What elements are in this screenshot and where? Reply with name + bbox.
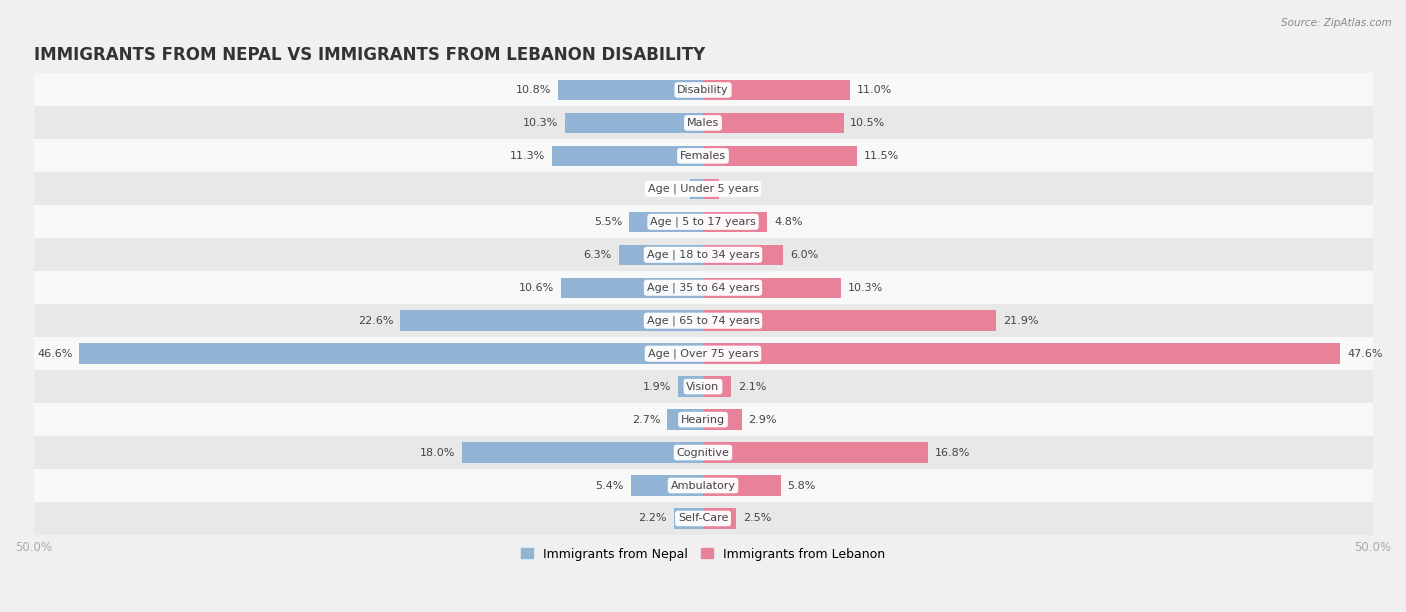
- Text: 2.9%: 2.9%: [748, 414, 778, 425]
- Text: Males: Males: [688, 118, 718, 128]
- Bar: [703, 179, 718, 199]
- Legend: Immigrants from Nepal, Immigrants from Lebanon: Immigrants from Nepal, Immigrants from L…: [516, 543, 890, 565]
- Bar: [34, 502, 1372, 535]
- Bar: [34, 469, 1372, 502]
- Text: 10.5%: 10.5%: [851, 118, 886, 128]
- Text: 10.3%: 10.3%: [848, 283, 883, 293]
- Text: 18.0%: 18.0%: [420, 447, 456, 458]
- Bar: [703, 277, 841, 298]
- Text: Hearing: Hearing: [681, 414, 725, 425]
- Bar: [703, 146, 858, 166]
- Bar: [619, 245, 703, 265]
- Bar: [34, 106, 1372, 140]
- Bar: [703, 80, 851, 100]
- Bar: [561, 277, 703, 298]
- Bar: [703, 409, 742, 430]
- Text: 5.5%: 5.5%: [595, 217, 623, 227]
- Bar: [703, 245, 783, 265]
- Bar: [34, 403, 1372, 436]
- Bar: [631, 476, 703, 496]
- Text: 1.9%: 1.9%: [643, 382, 671, 392]
- Text: Ambulatory: Ambulatory: [671, 480, 735, 490]
- Bar: [703, 113, 844, 133]
- Bar: [689, 179, 703, 199]
- Bar: [703, 376, 731, 397]
- Text: Source: ZipAtlas.com: Source: ZipAtlas.com: [1281, 18, 1392, 28]
- Text: 2.5%: 2.5%: [744, 513, 772, 523]
- Bar: [703, 508, 737, 529]
- Text: Age | 5 to 17 years: Age | 5 to 17 years: [650, 217, 756, 227]
- Text: Females: Females: [681, 151, 725, 161]
- Bar: [558, 80, 703, 100]
- Text: 11.0%: 11.0%: [858, 85, 893, 95]
- Text: 22.6%: 22.6%: [359, 316, 394, 326]
- Bar: [34, 238, 1372, 271]
- Bar: [703, 310, 997, 331]
- Text: 4.8%: 4.8%: [773, 217, 803, 227]
- Text: 2.1%: 2.1%: [738, 382, 766, 392]
- Text: 2.2%: 2.2%: [638, 513, 666, 523]
- Bar: [463, 442, 703, 463]
- Text: 16.8%: 16.8%: [935, 447, 970, 458]
- Bar: [666, 409, 703, 430]
- Bar: [34, 140, 1372, 173]
- Bar: [703, 442, 928, 463]
- Text: Age | Under 5 years: Age | Under 5 years: [648, 184, 758, 194]
- Bar: [551, 146, 703, 166]
- Text: IMMIGRANTS FROM NEPAL VS IMMIGRANTS FROM LEBANON DISABILITY: IMMIGRANTS FROM NEPAL VS IMMIGRANTS FROM…: [34, 46, 704, 64]
- Text: Vision: Vision: [686, 382, 720, 392]
- Bar: [34, 73, 1372, 106]
- Text: 10.6%: 10.6%: [519, 283, 554, 293]
- Bar: [34, 337, 1372, 370]
- Bar: [79, 343, 703, 364]
- Bar: [34, 206, 1372, 238]
- Bar: [630, 212, 703, 232]
- Text: 5.8%: 5.8%: [787, 480, 815, 490]
- Bar: [703, 476, 780, 496]
- Bar: [34, 370, 1372, 403]
- Text: 11.3%: 11.3%: [510, 151, 546, 161]
- Bar: [34, 436, 1372, 469]
- Text: 2.7%: 2.7%: [631, 414, 661, 425]
- Text: 21.9%: 21.9%: [1002, 316, 1039, 326]
- Bar: [34, 173, 1372, 206]
- Text: 10.8%: 10.8%: [516, 85, 551, 95]
- Text: Disability: Disability: [678, 85, 728, 95]
- Text: 1.2%: 1.2%: [725, 184, 754, 194]
- Text: Age | 35 to 64 years: Age | 35 to 64 years: [647, 283, 759, 293]
- Bar: [678, 376, 703, 397]
- Text: 1.0%: 1.0%: [655, 184, 683, 194]
- Bar: [565, 113, 703, 133]
- Text: 10.3%: 10.3%: [523, 118, 558, 128]
- Text: Age | 65 to 74 years: Age | 65 to 74 years: [647, 315, 759, 326]
- Text: Age | Over 75 years: Age | Over 75 years: [648, 348, 758, 359]
- Text: Cognitive: Cognitive: [676, 447, 730, 458]
- Bar: [703, 343, 1340, 364]
- Text: Self-Care: Self-Care: [678, 513, 728, 523]
- Bar: [703, 212, 768, 232]
- Text: 5.4%: 5.4%: [596, 480, 624, 490]
- Text: 11.5%: 11.5%: [863, 151, 898, 161]
- Text: 6.3%: 6.3%: [583, 250, 612, 259]
- Text: 46.6%: 46.6%: [37, 349, 72, 359]
- Text: Age | 18 to 34 years: Age | 18 to 34 years: [647, 250, 759, 260]
- Text: 6.0%: 6.0%: [790, 250, 818, 259]
- Text: 47.6%: 47.6%: [1347, 349, 1382, 359]
- Bar: [673, 508, 703, 529]
- Bar: [34, 304, 1372, 337]
- Bar: [34, 271, 1372, 304]
- Bar: [401, 310, 703, 331]
